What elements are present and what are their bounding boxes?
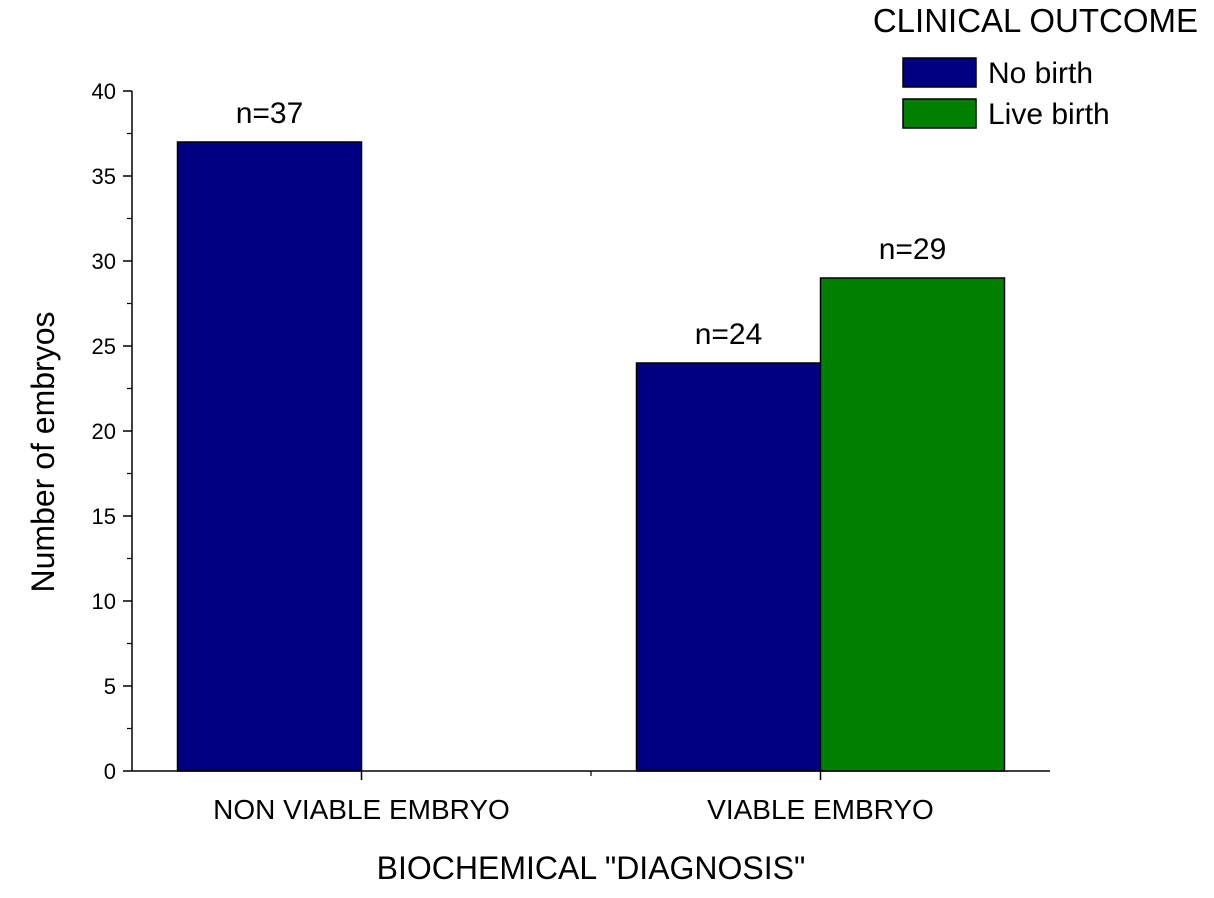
bars-layer [176, 141, 1006, 772]
y-tick-label: 25 [92, 334, 116, 359]
legend: CLINICAL OUTCOME No birth Live birth [873, 2, 1198, 131]
legend-title: CLINICAL OUTCOME [873, 2, 1198, 39]
y-tick-label: 15 [92, 504, 116, 529]
y-tick-label: 20 [92, 419, 116, 444]
legend-label: Live birth [988, 98, 1110, 131]
y-tick-label: 30 [92, 249, 116, 274]
bar [176, 141, 363, 772]
y-ticks: 0 5 10 15 20 25 30 35 40 [92, 79, 132, 784]
legend-items: No birth Live birth [902, 57, 1110, 131]
x-category-label: VIABLE EMBRYO [707, 794, 934, 825]
bar-data-label: n=24 [695, 318, 763, 351]
legend-swatch [902, 57, 977, 88]
x-category-label: NON VIABLE EMBRYO [213, 794, 510, 825]
x-axis-title: BIOCHEMICAL "DIAGNOSIS" [377, 850, 806, 886]
bar [819, 277, 1006, 772]
legend-label: No birth [988, 57, 1093, 90]
y-axis-title: Number of embryos [25, 312, 61, 593]
y-tick-label: 5 [104, 674, 116, 699]
x-categories: NON VIABLE EMBRYO VIABLE EMBRYO [213, 771, 934, 825]
y-tick-label: 10 [92, 589, 116, 614]
bar-data-label: n=37 [236, 97, 304, 130]
legend-swatch [902, 98, 977, 129]
data-labels: n=37 n=24 n=29 [236, 97, 947, 351]
y-tick-label: 35 [92, 164, 116, 189]
y-tick-label: 0 [104, 759, 116, 784]
bar-data-label: n=29 [879, 233, 947, 266]
y-tick-label: 40 [92, 79, 116, 104]
bar [635, 362, 822, 772]
